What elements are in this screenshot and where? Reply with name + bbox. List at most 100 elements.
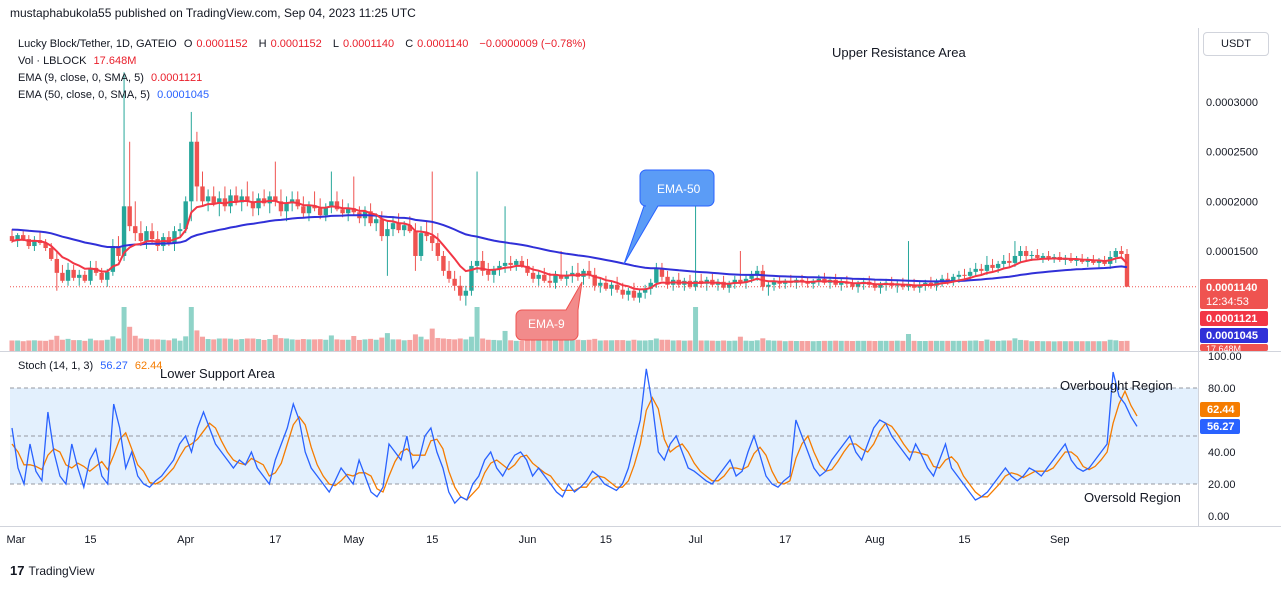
candle	[88, 260, 93, 285]
price-tick-label: 0.0003000	[1206, 97, 1258, 109]
volume-bar	[962, 340, 968, 351]
volume-bar	[1012, 338, 1018, 351]
volume-bar	[905, 334, 911, 351]
symbol-label[interactable]: Lucky Block/Tether, 1D, GATEIO	[18, 38, 177, 50]
volume-bar	[922, 341, 928, 351]
volume-bar	[300, 339, 306, 351]
candle	[463, 285, 469, 306]
volume-bar	[1113, 340, 1119, 351]
price-tags: 0.0001140 12:34:53 0.0001121 0.0001045 17.64…	[1200, 279, 1268, 354]
volume-bar	[188, 307, 194, 351]
volume-bar	[530, 339, 536, 351]
volume-bar	[323, 339, 329, 351]
candle	[458, 275, 463, 301]
candle	[850, 278, 855, 290]
volume-bar	[1102, 341, 1108, 351]
candle	[189, 111, 194, 222]
candle	[469, 260, 474, 296]
volume-bar	[424, 339, 430, 351]
candle	[99, 267, 104, 283]
stoch-d-tag: 62.44	[1200, 402, 1240, 417]
candle	[542, 267, 547, 283]
candle	[77, 269, 82, 286]
volume-bar	[1074, 341, 1080, 351]
volume-bar	[143, 338, 149, 351]
footer-brand: 17 TradingView	[10, 563, 95, 578]
volume-bar	[609, 340, 615, 351]
candle	[564, 270, 569, 286]
volume-bar	[788, 340, 794, 351]
volume-bar	[272, 334, 278, 351]
high-value: 0.0001152	[270, 38, 322, 50]
volume-bar	[956, 340, 962, 351]
ema50-tag: 0.0001045	[1200, 328, 1268, 343]
volume-bar	[256, 339, 262, 351]
candle	[760, 264, 766, 291]
volume-bar	[31, 340, 37, 351]
close-value: 0.0001140	[417, 38, 469, 50]
volume-bar	[485, 339, 491, 351]
volume-bar	[754, 340, 760, 351]
volume-bar	[1001, 340, 1007, 351]
volume-bar	[872, 341, 878, 351]
time-axis: Mar 15 Apr 17 May 15 Jun 15 Jul 17 Aug 15 Sep	[7, 534, 1070, 546]
volume-bar	[446, 339, 452, 351]
ema9-callout: EMA-9	[515, 281, 583, 341]
candle	[771, 277, 777, 291]
volume-bar	[541, 340, 547, 351]
volume-bar	[26, 340, 32, 351]
volume-bar	[334, 339, 340, 351]
time-tick-label: 15	[600, 534, 612, 546]
volume-bar	[777, 340, 783, 351]
volume-bar	[721, 340, 727, 351]
svg-text:56.27: 56.27	[1207, 421, 1235, 433]
volume-bar	[233, 339, 239, 351]
candle	[133, 201, 138, 242]
candle	[598, 278, 603, 293]
volume-bar	[911, 340, 917, 351]
candle	[71, 264, 76, 281]
volume-bar	[665, 339, 671, 351]
volume-bar	[799, 341, 805, 351]
candle	[430, 171, 435, 251]
volume-bar	[737, 336, 743, 351]
volume-label[interactable]: Vol · LBLOCK	[18, 55, 87, 67]
volume-bar	[933, 340, 939, 351]
stoch-label[interactable]: Stoch (14, 1, 3)	[18, 360, 94, 372]
candle	[65, 262, 71, 286]
volume-bar	[379, 337, 385, 351]
brand-name: TradingView	[28, 563, 95, 578]
svg-text:17.648M: 17.648M	[1206, 344, 1241, 354]
volume-bar	[216, 338, 222, 351]
ema9-label[interactable]: EMA (9, close, 0, SMA, 5)	[18, 72, 144, 84]
volume-bar	[928, 340, 934, 351]
candle	[1023, 246, 1029, 261]
time-tick-label: Apr	[177, 534, 194, 546]
volume-bar	[496, 340, 502, 351]
candle	[127, 141, 132, 232]
volume-bar	[211, 339, 217, 351]
volume-bar	[429, 328, 435, 351]
volume-bar	[687, 340, 693, 351]
volume-bar	[715, 340, 721, 351]
candle	[990, 258, 995, 271]
volume-bar	[978, 341, 984, 351]
candle	[149, 223, 155, 244]
volume-bar	[194, 330, 200, 351]
candle	[323, 203, 328, 222]
ema9-row: EMA (9, close, 0, SMA, 5) 0.0001121	[18, 70, 590, 87]
ema50-label[interactable]: EMA (50, close, 0, SMA, 5)	[18, 89, 151, 101]
price-axis: 0.0003000 0.0002500 0.0002000 0.0001500	[1206, 97, 1258, 258]
volume-bar	[1051, 341, 1057, 351]
volume-bar	[1034, 341, 1040, 351]
currency-button[interactable]: USDT	[1203, 32, 1269, 56]
volume-bar	[491, 339, 497, 351]
time-tick-label: Jul	[689, 534, 703, 546]
candle	[592, 267, 597, 291]
volume-bar	[698, 340, 704, 351]
volume-bar	[816, 341, 822, 351]
volume-bar	[693, 307, 699, 351]
candle	[973, 262, 978, 277]
candle	[424, 221, 429, 242]
